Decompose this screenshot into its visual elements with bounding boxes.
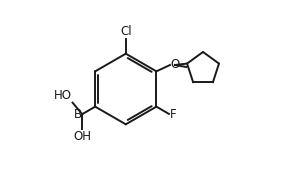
Text: O: O — [171, 59, 180, 72]
Text: F: F — [170, 108, 176, 121]
Text: OH: OH — [73, 130, 91, 143]
Text: HO: HO — [54, 89, 72, 102]
Text: B: B — [74, 108, 81, 121]
Text: Cl: Cl — [120, 25, 132, 38]
